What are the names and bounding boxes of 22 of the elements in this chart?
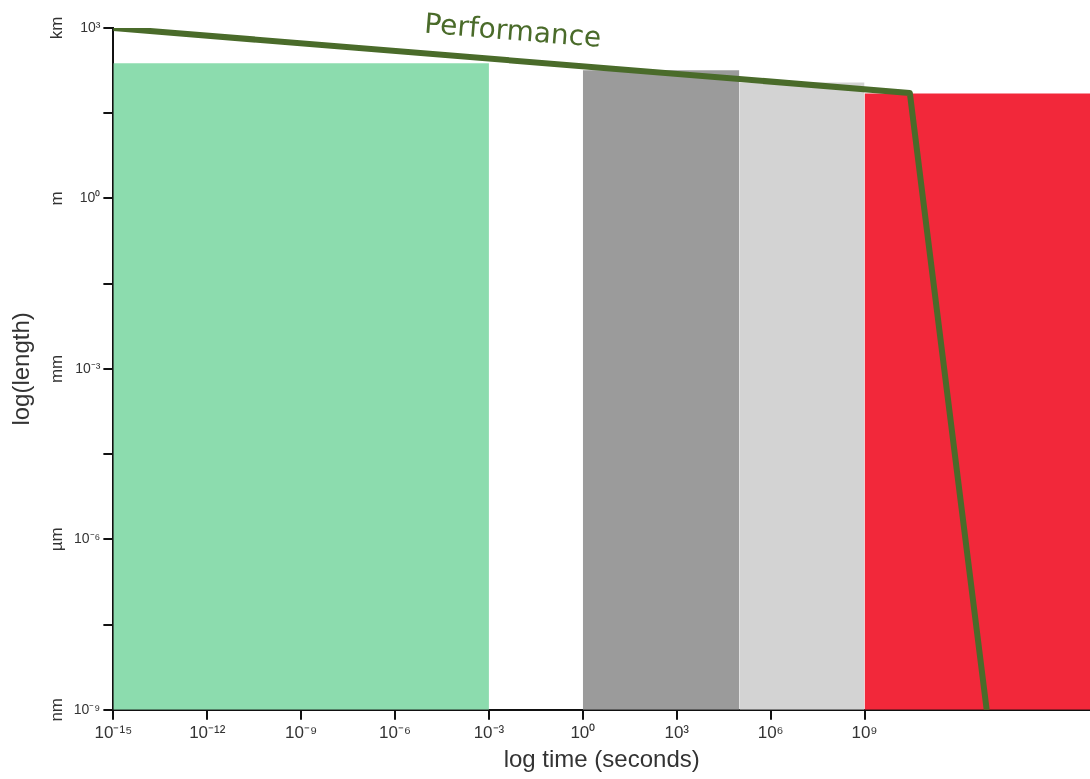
x-tick-label: 10⁰ bbox=[570, 722, 596, 742]
y-tick-label: 10⁻³ bbox=[75, 359, 101, 376]
text: mm bbox=[47, 354, 67, 384]
text: µm bbox=[47, 527, 67, 552]
x-tick-label: 10⁻⁹ bbox=[285, 722, 318, 742]
x-tick-label: 10⁻¹⁵ bbox=[94, 722, 133, 742]
text: km bbox=[47, 16, 67, 40]
y-tick-label: 10⁻⁹ bbox=[73, 700, 101, 717]
x-tick-label: 10⁻³ bbox=[473, 722, 505, 742]
x-tick-label: 10⁹ bbox=[851, 722, 878, 742]
y-tick-label: 10⁻⁶ bbox=[74, 530, 101, 547]
x-tick-label: 10⁻¹² bbox=[189, 722, 226, 742]
x-tick-label: 10³ bbox=[664, 722, 690, 742]
y-tick-label: 10³ bbox=[80, 18, 101, 35]
text: nm bbox=[47, 697, 67, 722]
x-tick-label: 10⁻⁶ bbox=[379, 722, 412, 742]
y-axis-title: log(length) bbox=[7, 312, 35, 426]
x-axis-title: log time (seconds) bbox=[503, 745, 700, 773]
text: m bbox=[47, 191, 67, 206]
series-label: Performance bbox=[423, 6, 603, 54]
x-tick-label: 10⁶ bbox=[757, 722, 784, 742]
y-tick-label: 10⁰ bbox=[79, 189, 101, 206]
